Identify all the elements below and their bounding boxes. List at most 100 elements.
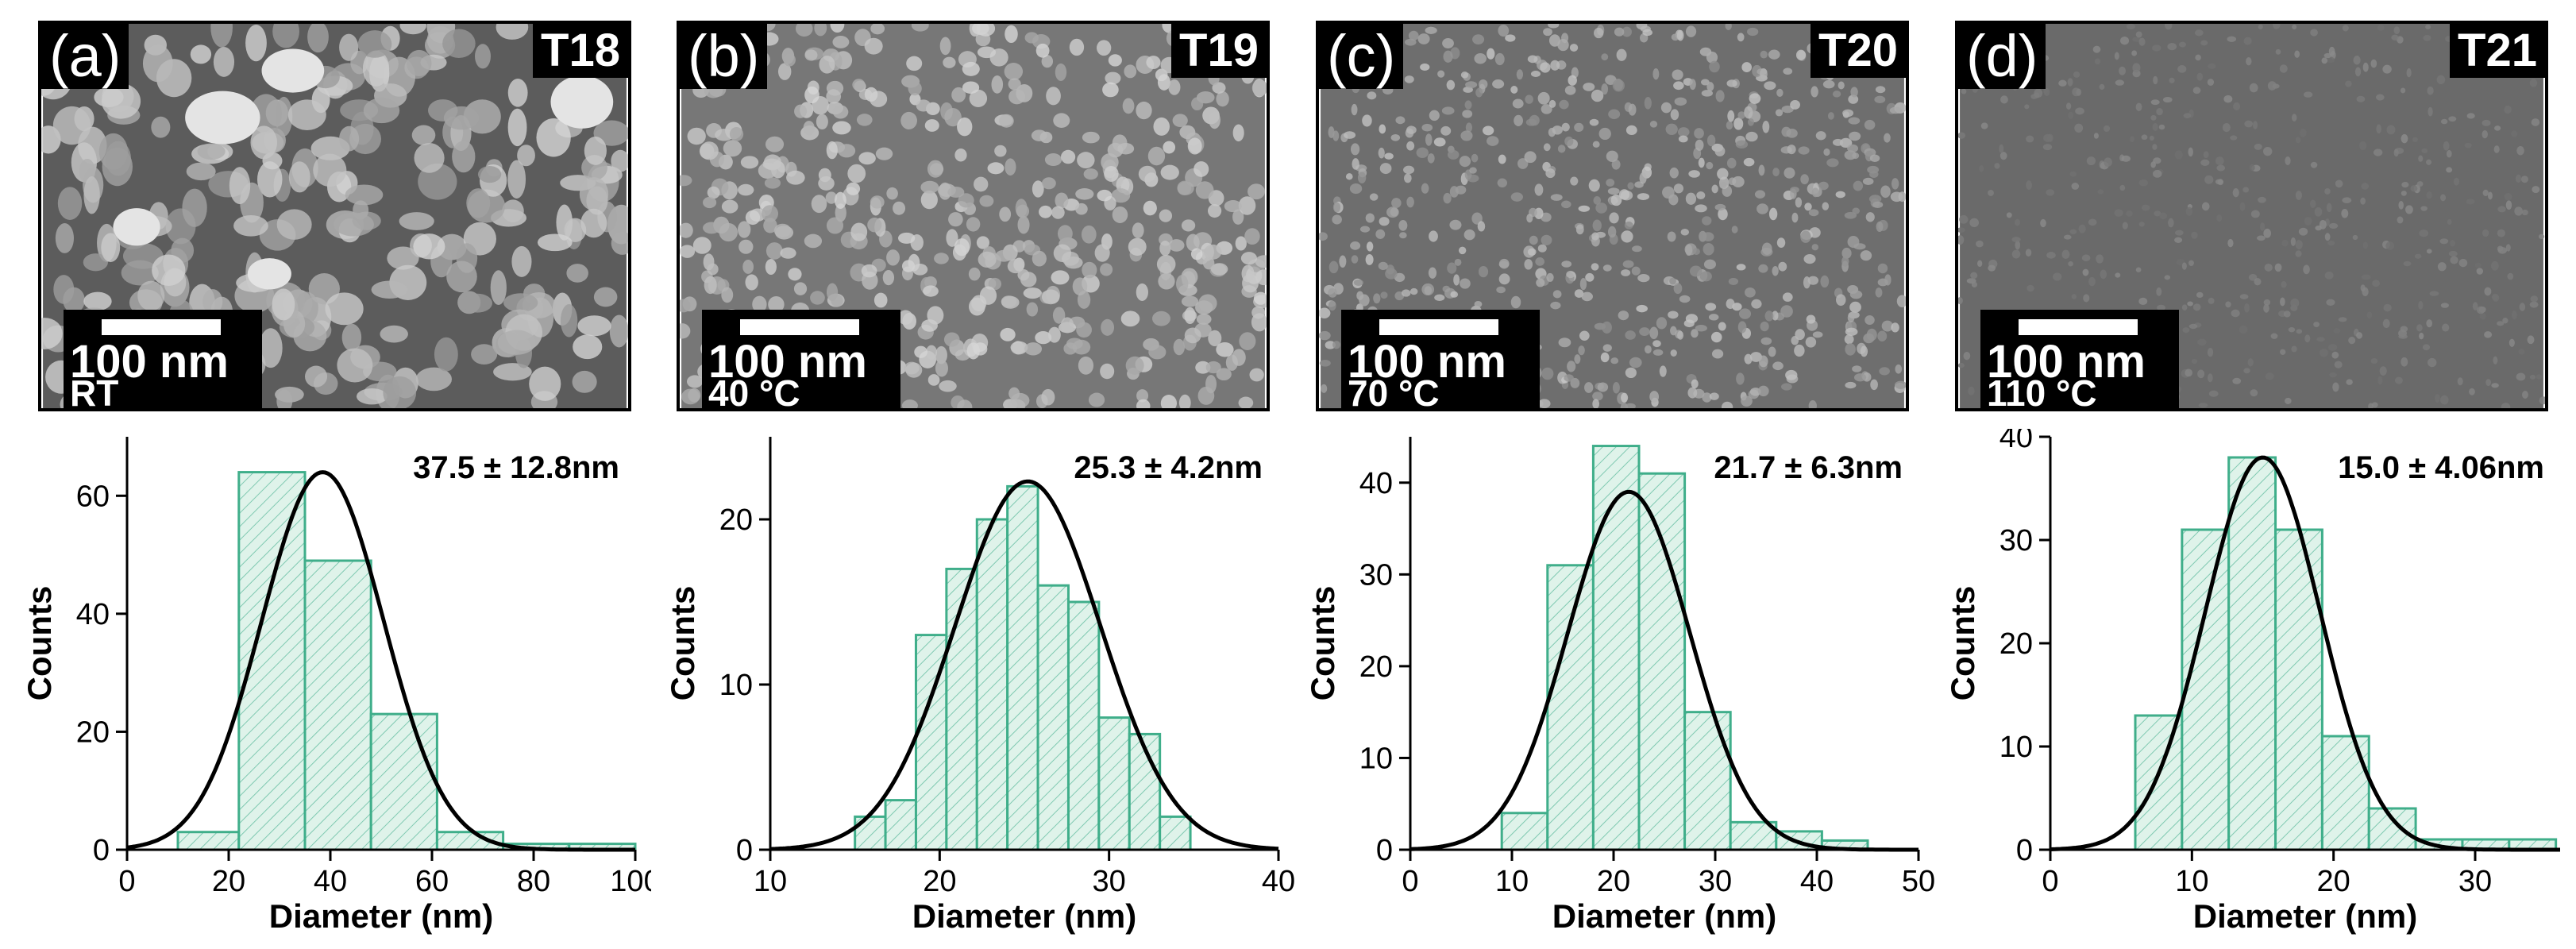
histogram-bar	[237, 471, 307, 851]
scale-label: 100 nm	[1348, 336, 1506, 388]
histogram-bar	[1036, 584, 1070, 851]
sample-id: T21	[2450, 24, 2545, 78]
x-tick-label: 40	[314, 865, 347, 898]
sem-texture	[41, 24, 628, 408]
x-axis-label: Diameter (nm)	[269, 897, 493, 935]
histogram-bar	[1546, 564, 1595, 851]
y-axis-label: Counts	[664, 586, 701, 701]
y-tick-label: 40	[76, 598, 110, 631]
histogram-bar	[975, 518, 1009, 851]
histogram-bar	[1500, 812, 1549, 851]
panel-letter: (c)	[1319, 24, 1404, 89]
x-tick-label: 30	[1093, 865, 1126, 898]
histogram-bar	[1683, 711, 1732, 851]
y-tick-label: 10	[1359, 742, 1393, 775]
y-axis-label: Counts	[21, 586, 58, 701]
y-tick-label: 20	[76, 716, 110, 749]
x-tick-label: 30	[1699, 865, 1732, 898]
x-tick-label: 40	[1262, 865, 1294, 898]
histogram-bar	[2181, 528, 2231, 851]
scale-bar	[2019, 319, 2138, 335]
x-tick-label: 30	[2458, 865, 2492, 898]
scale-box: 100 nm RT	[64, 310, 262, 408]
fit-annotation: 15.0 ± 4.06nm	[2338, 450, 2544, 485]
x-tick-label: 40	[1800, 865, 1834, 898]
histogram-bar	[884, 799, 917, 851]
y-tick-label: 0	[93, 834, 110, 867]
sem-image-t20: (c) T20 100 nm 70 °C	[1316, 21, 1909, 411]
fit-annotation: 21.7 ± 6.3nm	[1714, 450, 1903, 485]
histogram-t20: 0 10 20 30 40 50 0 10 20 30 40 Diameter (nm) Counts 2…	[1304, 437, 1934, 935]
y-tick-label: 30	[1359, 558, 1393, 592]
x-axis-label: Diameter (nm)	[912, 897, 1136, 935]
scale-label: 100 nm	[708, 336, 867, 388]
x-axis-label: Diameter (nm)	[1552, 897, 1776, 935]
x-tick-label: 80	[517, 865, 550, 898]
x-tick-label: 20	[2317, 865, 2350, 898]
y-tick-label: 40	[1359, 467, 1393, 500]
gaussian-fit-curve	[1409, 489, 1919, 852]
scale-bar	[740, 319, 859, 335]
sem-image-t19: (b) T19 100 nm 40 °C	[677, 21, 1270, 411]
histogram-bar	[1097, 716, 1131, 851]
scale-box: 100 nm 110 °C	[1980, 310, 2179, 408]
temperature-label: RT	[70, 372, 119, 411]
histogram-t18: 0204060801000204060Diameter (nm)Counts37…	[21, 437, 651, 935]
y-tick-label: 0	[1376, 834, 1393, 867]
x-tick-label: 0	[2042, 865, 2058, 898]
sem-image-t21: (d) T21 100 nm 110 °C	[1955, 21, 2548, 411]
fit-annotation: 25.3 ± 4.2nm	[1074, 450, 1263, 485]
y-tick-label: 0	[736, 834, 753, 867]
gaussian-fit-curve	[769, 479, 1279, 851]
x-axis-label: Diameter (nm)	[2193, 897, 2417, 935]
x-tick-label: 0	[118, 865, 135, 898]
temperature-label: 40 °C	[708, 372, 800, 411]
temperature-label: 70 °C	[1348, 372, 1440, 411]
x-tick-label: 20	[1597, 865, 1630, 898]
y-axis-label: Counts	[1304, 586, 1341, 701]
histogram-bar	[369, 712, 438, 851]
y-tick-label: 20	[1359, 650, 1393, 684]
x-tick-label: 0	[1402, 865, 1418, 898]
histogram-bar	[2134, 714, 2184, 851]
y-tick-label: 10	[719, 669, 753, 702]
histogram-bar	[1066, 600, 1101, 851]
sample-id: T20	[1811, 24, 1906, 78]
x-tick-label: 20	[212, 865, 245, 898]
x-tick-label: 10	[1495, 865, 1529, 898]
histogram-bar	[1006, 484, 1039, 851]
scale-box: 100 nm 70 °C	[1341, 310, 1540, 408]
histogram-bar	[2320, 735, 2370, 851]
y-axis-label: Counts	[1944, 586, 1981, 701]
x-tick-label: 60	[415, 865, 449, 898]
histogram-bar	[1591, 445, 1641, 851]
histogram-bar	[2367, 807, 2417, 851]
x-tick-label: 20	[923, 865, 956, 898]
panel-letter: (a)	[41, 24, 129, 89]
y-tick-label: 20	[1999, 627, 2033, 661]
scale-bar	[1379, 319, 1498, 335]
x-tick-label: 50	[1902, 865, 1934, 898]
temperature-label: 110 °C	[1987, 372, 2097, 411]
sample-id: T19	[1171, 24, 1267, 78]
panel-letter: (b)	[680, 24, 768, 89]
y-tick-label: 20	[719, 503, 753, 537]
histogram-bar	[2274, 528, 2323, 851]
histogram-bar	[1128, 732, 1162, 851]
x-tick-label: 100	[610, 865, 651, 898]
y-tick-label: 40	[1999, 429, 2033, 454]
histogram-bar	[176, 831, 241, 851]
histogram-bar	[1637, 472, 1687, 851]
scale-bar	[102, 319, 221, 335]
fit-annotation: 37.5 ± 12.8nm	[413, 450, 619, 485]
scale-box: 100 nm 40 °C	[702, 310, 900, 408]
y-tick-label: 0	[2016, 834, 2033, 867]
sample-id: T18	[533, 24, 628, 78]
x-tick-label: 10	[2175, 865, 2208, 898]
histogram-bar	[1729, 820, 1778, 851]
histogram-bar	[2227, 456, 2277, 851]
sem-image-t18: (a) T18 100 nm RT	[38, 21, 631, 411]
panel-letter: (d)	[1958, 24, 2046, 89]
scale-label: 100 nm	[70, 336, 229, 388]
